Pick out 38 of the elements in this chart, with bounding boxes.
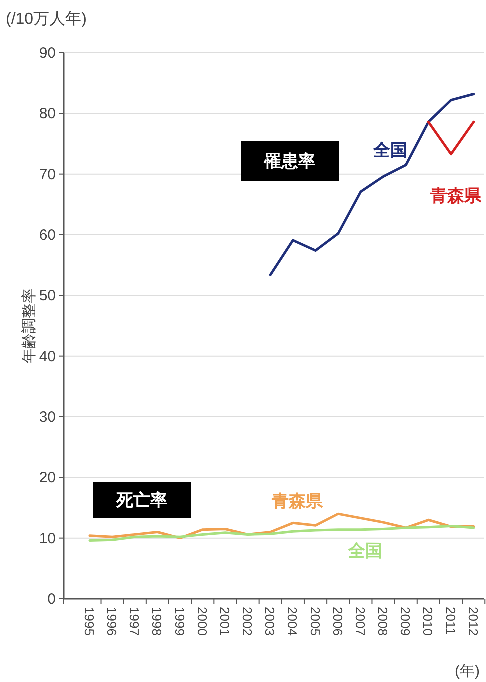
x-tick-label: 2005	[308, 607, 323, 636]
y-tick-label: 60	[39, 227, 56, 244]
x-tick-label: 2003	[262, 607, 278, 636]
x-tick-label: 2001	[217, 607, 232, 636]
x-tick-label: 1995	[82, 607, 97, 636]
text: 青森県	[430, 186, 482, 206]
x-tick-label: 2011	[443, 607, 458, 635]
x-axis-title: (年)	[455, 663, 480, 680]
x-tick-label: 2009	[398, 607, 414, 636]
x-tick-label: 2010	[420, 607, 436, 636]
series-label: 全国	[347, 542, 382, 561]
series-label: 青森県	[271, 492, 324, 511]
line-series	[88, 524, 476, 542]
y-tick-label: 0	[48, 591, 56, 608]
y-tick-label: 70	[39, 166, 56, 184]
annotation: 罹患率	[264, 152, 316, 171]
y-tick-label: 10	[39, 530, 56, 548]
series-label: 全国	[372, 141, 408, 160]
x-tick-label: 2004	[285, 607, 300, 636]
y-tick-label: 20	[39, 470, 56, 487]
x-tick-label: 2000	[194, 607, 210, 636]
x-tick-label: 1998	[150, 607, 165, 636]
y-tick-label: 40	[39, 348, 56, 366]
x-tick-label: 2006	[330, 607, 346, 636]
x-tick-label: 1996	[104, 607, 120, 636]
y-tick-label: 50	[39, 288, 56, 305]
x-tick-label: 2002	[240, 607, 256, 636]
annotation: 死亡率	[116, 491, 168, 510]
y-tick-label: 90	[39, 45, 56, 62]
x-tick-label: 2008	[376, 607, 391, 636]
x-tick-label: 1999	[172, 607, 188, 636]
x-tick-label: 2007	[352, 607, 368, 636]
y-tick-label: 80	[39, 106, 56, 123]
text: (/10万人年)	[6, 11, 87, 28]
x-tick-label: 2012	[466, 607, 481, 636]
y-axis-title: 年齢調整率	[21, 288, 38, 364]
y-tick-label: 30	[39, 409, 56, 426]
x-tick-label: 1997	[127, 607, 142, 636]
